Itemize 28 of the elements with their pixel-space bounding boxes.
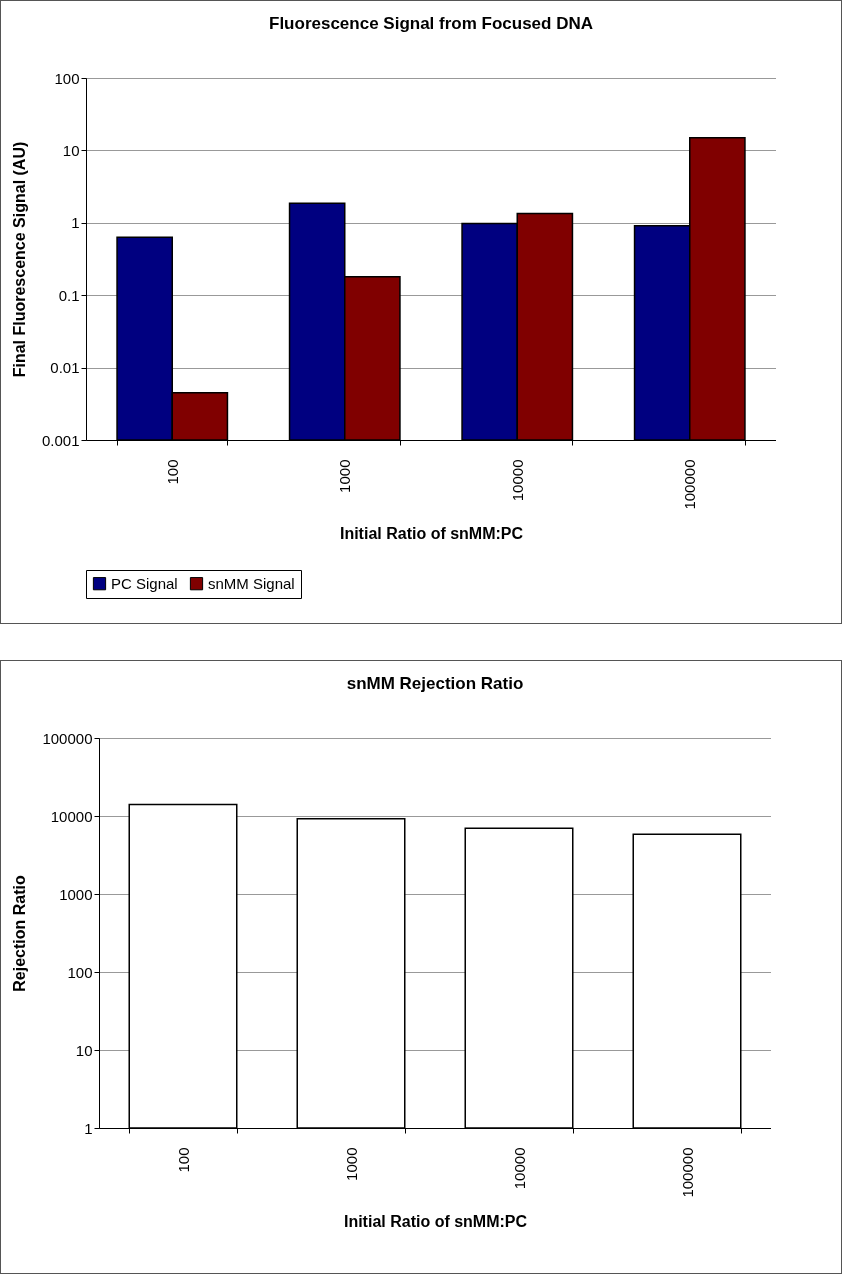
chart-title: Fluorescence Signal from Focused DNA (268, 14, 594, 33)
y-axis-title: Rejection Ratio (11, 875, 29, 992)
y-tick-label: 10 (75, 1041, 93, 1059)
y-tick-label: 1 (84, 1119, 93, 1137)
y-tick-label: 10 (62, 141, 80, 159)
x-tick-label: 100 (174, 1147, 192, 1173)
chart-title: snMM Rejection Ratio (346, 674, 524, 693)
x-tick-label: 1000 (336, 459, 354, 493)
x-tick-label: 100 (163, 459, 181, 485)
y-tick-label: 10000 (50, 807, 93, 825)
legend-label: PC Signal (111, 574, 178, 592)
x-tick-label: 1000 (342, 1147, 360, 1181)
x-axis-title: Initial Ratio of snMM:PC (343, 1212, 528, 1230)
y-tick-label: 100000 (42, 729, 93, 747)
y-tick-label: 0.001 (41, 431, 80, 449)
legend-label: snMM Signal (208, 574, 295, 592)
y-tick-label: 1 (71, 214, 80, 232)
x-tick-label: 100000 (678, 1147, 696, 1198)
y-axis-title: Final Fluorescence Signal (AU) (10, 141, 28, 378)
y-tick-label: 100 (67, 963, 93, 981)
x-tick-label: 10000 (508, 459, 526, 502)
x-tick-label: 100000 (681, 459, 699, 510)
y-tick-label: 0.01 (50, 359, 80, 377)
y-tick-label: 100 (54, 69, 80, 87)
y-tick-label: 1000 (59, 885, 93, 903)
y-tick-label: 0.1 (58, 286, 80, 304)
x-axis-title: Initial Ratio of snMM:PC (339, 524, 524, 542)
x-tick-label: 10000 (510, 1147, 528, 1190)
